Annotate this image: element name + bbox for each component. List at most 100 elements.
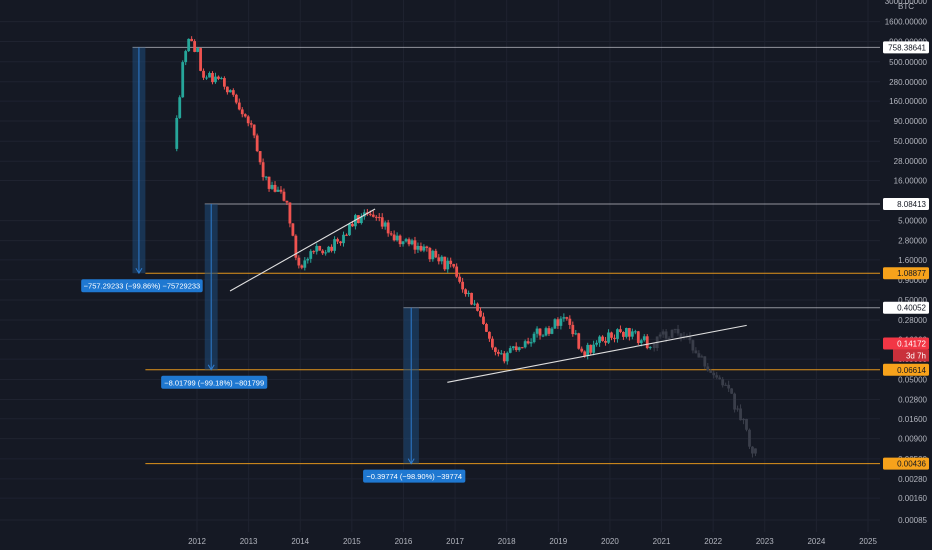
projection-candle-body: [694, 350, 698, 354]
candle-body: [300, 265, 304, 268]
candle-body: [303, 260, 307, 268]
projection-candle-body: [697, 353, 701, 358]
candle-body: [193, 41, 197, 52]
candle-body: [526, 341, 530, 344]
candle-body: [565, 317, 569, 319]
candle-body: [532, 333, 536, 343]
candle-body: [321, 250, 325, 254]
measure-label-box[interactable]: [81, 279, 203, 293]
candle-body: [422, 246, 426, 251]
candle-body: [437, 257, 441, 262]
price-tag: [883, 337, 929, 350]
price-tick-label: 0.00900: [898, 435, 927, 444]
candle-body: [619, 329, 622, 332]
candle-body: [205, 77, 208, 79]
candle-body: [398, 235, 402, 245]
time-tick-label: 2017: [446, 537, 464, 546]
candle-body: [255, 135, 259, 152]
measure-label-box[interactable]: [161, 375, 268, 389]
candle-body: [461, 281, 465, 290]
projection-candle-body: [736, 408, 739, 410]
candle-body: [482, 316, 485, 325]
candle-body: [419, 245, 423, 251]
projection-candle-body: [673, 328, 677, 330]
time-tick-label: 2019: [549, 537, 567, 546]
projection-candle-body: [700, 356, 704, 358]
candle-body: [604, 340, 607, 343]
price-tick-label: 160.00000: [889, 97, 927, 106]
candle-body: [508, 348, 512, 353]
candle-body: [404, 239, 408, 242]
measure-arrow-head: [207, 364, 215, 371]
measure-label-box[interactable]: [363, 469, 466, 483]
price-tick-label: 500.00000: [889, 58, 927, 67]
candle-body: [208, 73, 211, 78]
candle-body: [220, 78, 223, 80]
candle-body: [431, 250, 435, 260]
candle-body: [622, 331, 625, 337]
candle-body: [559, 318, 563, 326]
candle-body: [359, 216, 363, 224]
candle-body: [598, 336, 601, 343]
countdown-tag: [893, 349, 929, 362]
candle-body: [499, 353, 503, 355]
trendline[interactable]: [229, 208, 376, 292]
projection-candle-body: [739, 408, 742, 421]
projection-candle-body: [733, 393, 736, 410]
candle-body: [553, 319, 557, 329]
time-tick-label: 2022: [704, 537, 722, 546]
candle-body: [228, 90, 232, 93]
candle-body: [529, 342, 533, 344]
candle-body: [630, 331, 634, 337]
projection-candle-body: [691, 340, 695, 351]
price-tick-label: 1.60000: [898, 256, 927, 265]
candle-body: [252, 124, 256, 136]
candle-body: [642, 336, 646, 341]
candle-body: [351, 223, 354, 227]
projection-candle-body: [652, 343, 656, 349]
candle-body: [627, 328, 631, 337]
candle-body: [249, 123, 253, 125]
candle-body: [493, 347, 497, 352]
candle-body: [330, 246, 333, 251]
candle-body: [473, 303, 476, 305]
candle-body: [636, 331, 640, 343]
price-tag: [883, 301, 929, 314]
price-tag-label: 0.06614: [897, 366, 926, 375]
trendline[interactable]: [447, 324, 747, 383]
candle-body: [544, 328, 548, 336]
time-tick-label: 2015: [343, 537, 361, 546]
candle-body: [395, 235, 399, 241]
candle-body: [496, 351, 500, 354]
candle-body: [240, 109, 244, 115]
candle-body: [184, 51, 188, 63]
trendlines[interactable]: [229, 208, 747, 383]
candle-body: [389, 233, 393, 235]
candle-body: [315, 245, 319, 252]
candle-body: [428, 247, 432, 260]
grid: [0, 0, 880, 532]
candle-body: [291, 223, 295, 236]
candle-body: [312, 251, 316, 253]
time-tick-label: 2014: [291, 537, 309, 546]
candle-body: [571, 324, 575, 335]
measurements[interactable]: −757.29233 (−99.86%) −75729233 −8.01799 (…: [81, 47, 466, 483]
projection-candle-body: [754, 448, 757, 454]
price-tick-label: 0.50000: [898, 296, 927, 305]
candle-body: [577, 333, 581, 349]
candle-body: [648, 346, 652, 349]
candle-body: [633, 331, 637, 333]
measure-label: −757.29233 (−99.86%) −75729233: [84, 282, 201, 291]
price-tick-label: 0.02800: [898, 395, 927, 404]
candle-body: [485, 324, 488, 332]
candle-body: [279, 189, 283, 192]
candle-body: [339, 241, 342, 244]
candle-body: [425, 246, 429, 248]
candle-body: [270, 184, 274, 189]
candle-body: [416, 245, 420, 250]
time-axis[interactable]: 2012 2013 2014 2015 2016 2017 2018 2019 2020 2021…: [188, 537, 877, 546]
candle-body: [285, 200, 289, 203]
candle-body: [336, 239, 339, 242]
